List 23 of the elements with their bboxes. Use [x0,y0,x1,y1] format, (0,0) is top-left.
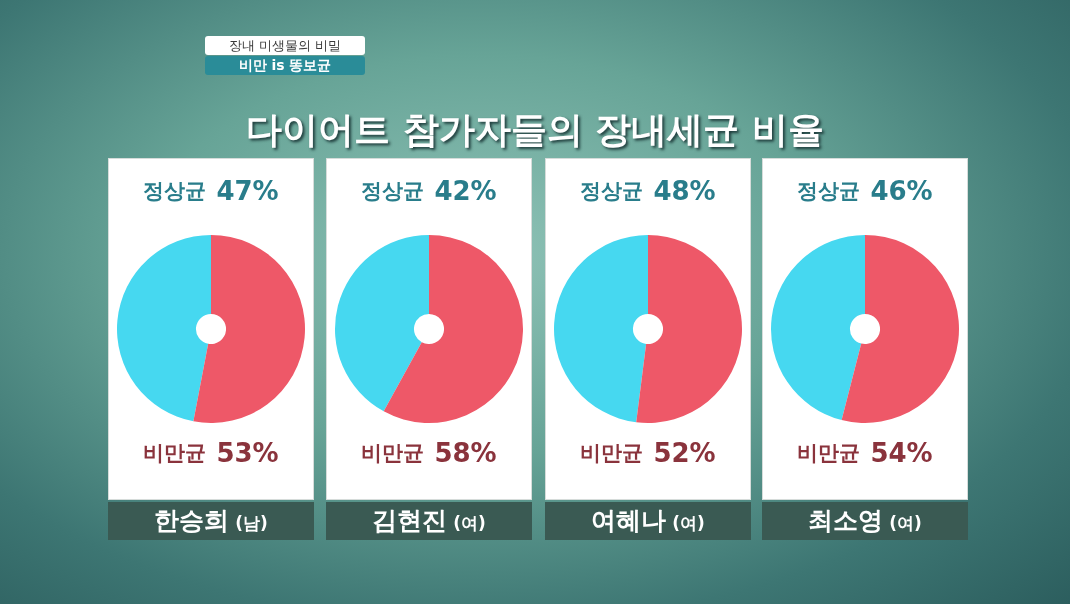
data-label: 46% [870,175,933,206]
text: 김현진 (여) [372,506,486,535]
text: 한승희 (남) [154,506,268,535]
text: 비만 is 똥보균 [205,56,365,75]
data-label: 48% [653,175,716,206]
text: 다이어트 참가자들의 장내세균 비율 [245,108,825,152]
data-label: 54% [870,437,933,468]
slice-label: 비만균 [580,441,644,466]
data-label: 47% [216,175,279,206]
data-label: 53% [216,437,279,468]
slice-label: 정상균 [143,179,207,204]
slice-label: 정상균 [361,179,425,204]
slice-label: 정상균 [797,179,861,204]
data-label: 42% [434,175,497,206]
text: 여혜나 (여) [591,506,705,535]
data-label: 52% [653,437,716,468]
text: 최소영 (여) [808,506,922,535]
data-label: 58% [434,437,497,468]
slice-label: 정상균 [580,179,644,204]
slice-label: 비만균 [797,441,861,466]
slice-label: 비만균 [143,441,207,466]
slice-label: 비만균 [361,441,425,466]
text: 장내 미생물의 비밀 [205,36,365,55]
